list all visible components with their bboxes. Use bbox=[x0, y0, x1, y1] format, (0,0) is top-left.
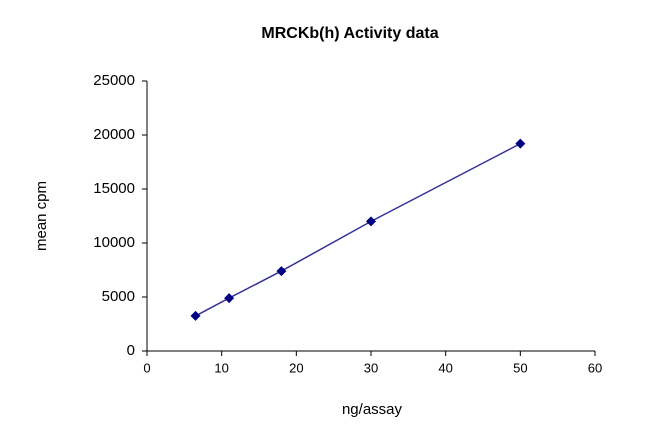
data-point bbox=[276, 266, 287, 277]
chart-title: MRCKb(h) Activity data bbox=[261, 25, 438, 42]
x-tick-label: 30 bbox=[364, 360, 378, 375]
data-line bbox=[195, 142, 521, 317]
data-point bbox=[190, 310, 201, 321]
y-axis-label: mean cpm bbox=[33, 181, 50, 251]
y-tick-label: 15000 bbox=[93, 180, 135, 197]
x-tick-label: 40 bbox=[438, 360, 452, 375]
data-point bbox=[366, 216, 376, 227]
data-point bbox=[224, 293, 235, 304]
x-tick-label: 50 bbox=[513, 360, 527, 375]
y-tick-label: 25000 bbox=[93, 72, 135, 89]
x-axis-label: ng/assay bbox=[342, 401, 403, 418]
y-tick-label: 20000 bbox=[93, 126, 135, 143]
y-tick-label: 0 bbox=[127, 342, 135, 359]
data-point bbox=[515, 138, 526, 149]
y-tick-label: 5000 bbox=[102, 288, 135, 305]
y-tick-label: 10000 bbox=[93, 234, 135, 251]
x-tick-label: 0 bbox=[143, 360, 150, 375]
x-tick-label: 10 bbox=[214, 360, 228, 375]
x-tick-label: 60 bbox=[588, 360, 602, 375]
x-tick-label: 20 bbox=[289, 360, 303, 375]
